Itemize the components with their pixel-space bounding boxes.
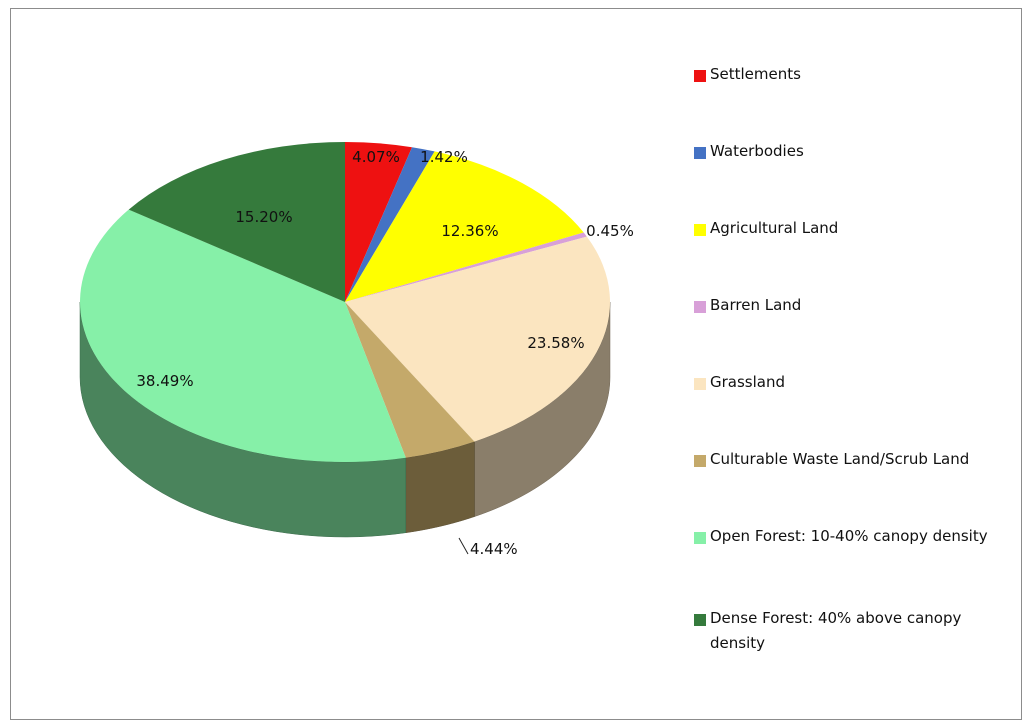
legend-swatch bbox=[694, 378, 706, 390]
pie-slice-culturable-waste-land-scrub-land bbox=[345, 302, 475, 458]
legend-item-dense-forest-40-above-canopy-density: Dense Forest: 40% above canopy density bbox=[694, 609, 1015, 656]
data-label-dense-forest-40-above-canopy-density: 15.20% bbox=[235, 208, 292, 226]
pie-slice-settlements bbox=[345, 142, 413, 302]
pie-slice-dense-forest-40-above-canopy-density bbox=[128, 142, 345, 302]
legend-swatch bbox=[694, 70, 706, 82]
legend-item-grassland: Grassland bbox=[694, 373, 1015, 395]
pie-slice-barren-land bbox=[345, 232, 587, 302]
legend-label: Culturable Waste Land/Scrub Land bbox=[710, 450, 970, 468]
legend-swatch bbox=[694, 455, 706, 467]
legend-item-agricultural-land: Agricultural Land bbox=[694, 219, 1015, 241]
pie-slice-agricultural-land bbox=[345, 151, 584, 302]
legend-item-settlements: Settlements bbox=[694, 65, 1015, 87]
legend-label: Dense Forest: 40% above canopy density bbox=[710, 609, 962, 652]
data-label-grassland: 23.58% bbox=[527, 334, 584, 352]
legend-swatch bbox=[694, 301, 706, 313]
legend-swatch bbox=[694, 532, 706, 544]
legend-swatch bbox=[694, 147, 706, 159]
legend-label: Agricultural Land bbox=[710, 219, 839, 237]
data-label-culturable-waste-land-scrub-land: 4.44% bbox=[470, 540, 518, 558]
data-label-barren-land: 0.45% bbox=[586, 222, 634, 240]
legend-item-waterbodies: Waterbodies bbox=[694, 142, 1015, 164]
legend-item-open-forest-10-40-canopy-density: Open Forest: 10-40% canopy density bbox=[694, 527, 1015, 549]
legend-label: Barren Land bbox=[710, 296, 802, 314]
legend-label: Grassland bbox=[710, 373, 785, 391]
legend-item-barren-land: Barren Land bbox=[694, 296, 1015, 318]
data-label-agricultural-land: 12.36% bbox=[441, 222, 498, 240]
data-labels: 4.07% 1.42% 12.36% 0.45% 23.58% 4.44% 38.49% 15… bbox=[136, 148, 633, 558]
data-label-waterbodies: 1.42% bbox=[420, 148, 468, 166]
legend-swatch bbox=[694, 614, 706, 626]
legend-label: Settlements bbox=[710, 65, 801, 83]
data-label-open-forest-10-40-canopy-density: 38.49% bbox=[136, 372, 193, 390]
pie-slice-grassland bbox=[345, 236, 610, 442]
pie-slice-waterbodies bbox=[345, 147, 435, 302]
legend-label: Open Forest: 10-40% canopy density bbox=[710, 527, 988, 545]
pie-slice-open-forest-10-40-canopy-density bbox=[80, 209, 406, 462]
leader-line-culturable-waste bbox=[458, 537, 469, 555]
data-label-settlements: 4.07% bbox=[352, 148, 400, 166]
legend-item-culturable-waste-land-scrub-land: Culturable Waste Land/Scrub Land bbox=[694, 450, 1015, 472]
pie-tops bbox=[80, 142, 610, 462]
legend-swatch bbox=[694, 224, 706, 236]
legend-label: Waterbodies bbox=[710, 142, 804, 160]
